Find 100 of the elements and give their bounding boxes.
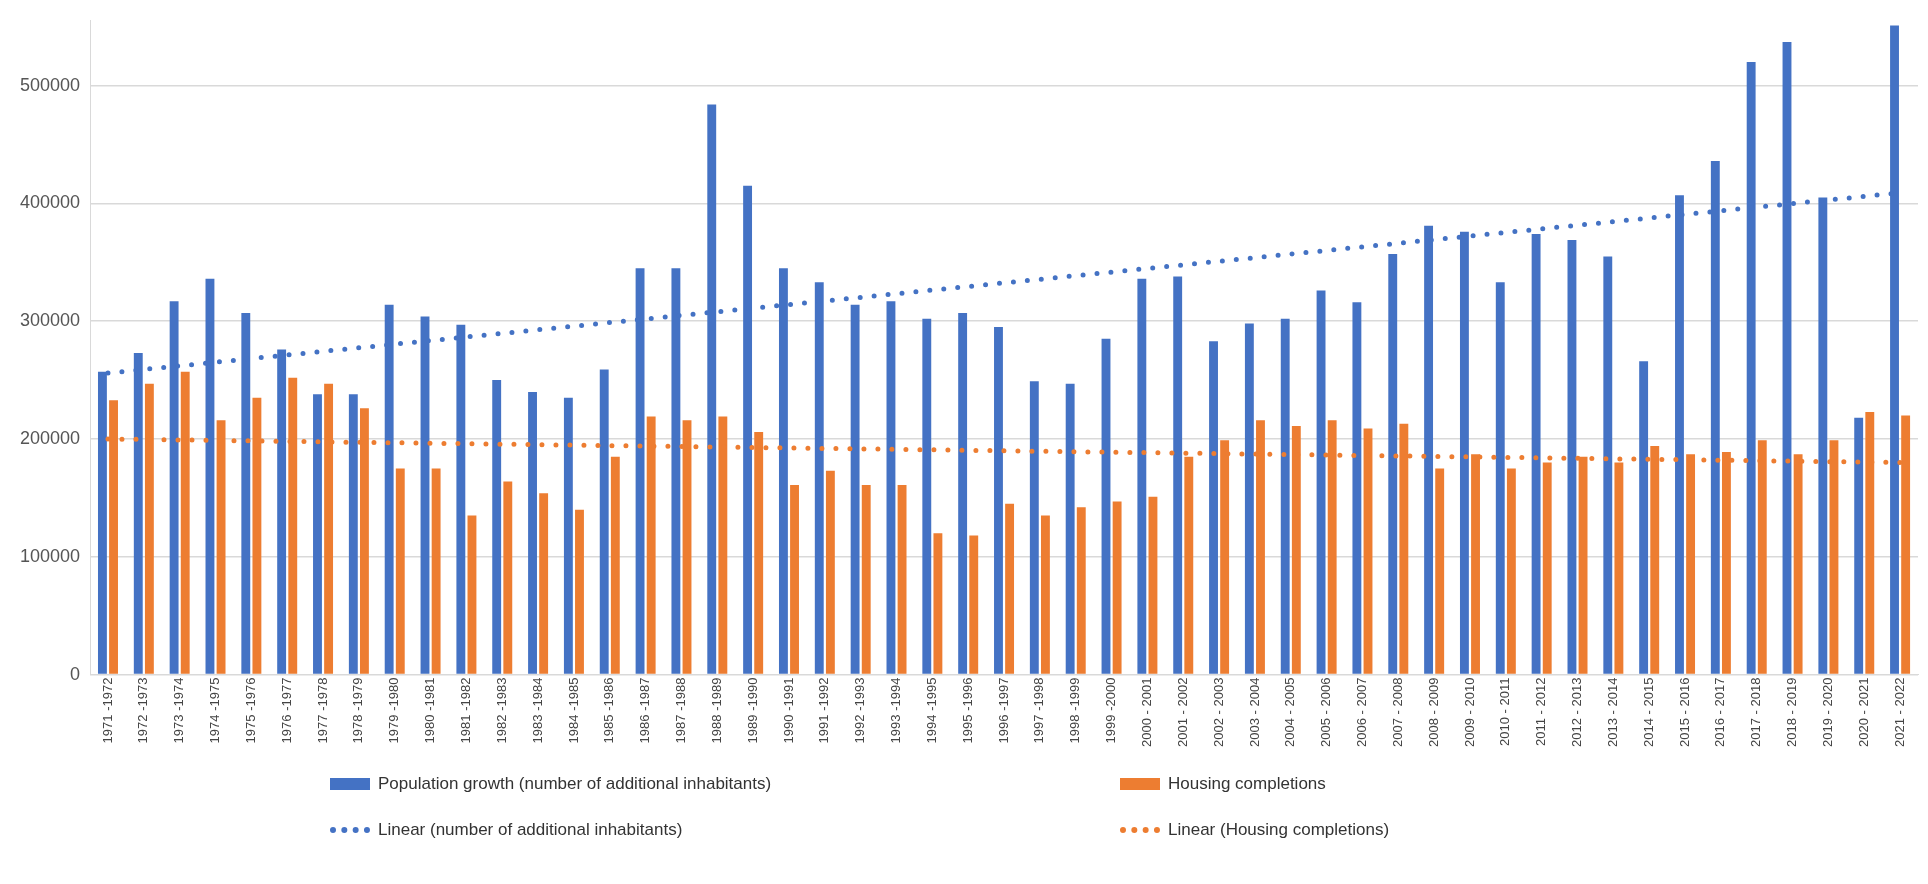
- bar: [1112, 501, 1122, 674]
- x-tick-label: 1983 -1984: [529, 677, 545, 744]
- x-tick-label: 2000 - 2001: [1138, 677, 1154, 748]
- bar: [1209, 341, 1218, 674]
- bar: [825, 470, 835, 674]
- x-tick-label: 1975 -1976: [242, 677, 258, 744]
- bar: [897, 484, 907, 674]
- x-tick-label: 1971 -1972: [99, 677, 115, 744]
- bar: [313, 394, 322, 674]
- x-tick-label: 2009 - 2010: [1461, 677, 1477, 748]
- x-tick-label: 2007 - 2008: [1389, 677, 1405, 748]
- x-tick-label: 1986 -1987: [637, 677, 653, 744]
- bar: [431, 468, 441, 674]
- bar: [1065, 383, 1075, 674]
- bar: [790, 484, 799, 674]
- bar: [922, 318, 932, 674]
- bar: [1542, 462, 1552, 674]
- bar: [1567, 239, 1577, 674]
- bar: [1506, 468, 1516, 674]
- x-tick-label: 1977 -1978: [314, 677, 330, 744]
- x-tick-label: 2018 - 2019: [1784, 677, 1800, 748]
- y-tick-label: 0: [70, 663, 81, 684]
- bar: [492, 380, 502, 674]
- bar: [1076, 507, 1086, 674]
- bar: [958, 312, 968, 674]
- bar: [503, 481, 513, 674]
- x-tick-label: 1995 -1996: [959, 677, 975, 744]
- bar: [1280, 318, 1290, 674]
- bar: [599, 369, 609, 674]
- y-tick-label: 400000: [19, 192, 81, 213]
- bar: [610, 456, 620, 674]
- bar: [1435, 468, 1445, 674]
- bar: [395, 468, 405, 674]
- bar: [1531, 234, 1541, 674]
- bar: [1173, 276, 1183, 674]
- x-tick-label: 1989 -1990: [744, 677, 760, 744]
- bar: [1316, 290, 1326, 674]
- bar: [539, 493, 549, 674]
- x-tick-label: 1987 -1988: [673, 677, 689, 744]
- bar: [994, 327, 1003, 674]
- legend-label: Linear (Housing completions): [1168, 820, 1390, 840]
- bar: [528, 391, 537, 674]
- x-tick-label: 2017 - 2018: [1748, 677, 1764, 748]
- x-tick-label: 1991 -1992: [816, 677, 832, 744]
- bar: [1029, 381, 1039, 674]
- x-tick-label: 1972 -1973: [135, 677, 151, 744]
- bar: [861, 484, 871, 674]
- bar: [1388, 254, 1398, 674]
- x-tick-label: 1982 -1983: [493, 677, 509, 744]
- x-tick-label: 2021 - 2022: [1891, 677, 1907, 748]
- x-tick-label: 1979 -1980: [386, 677, 402, 744]
- x-tick-label: 2005 - 2006: [1318, 677, 1334, 748]
- x-tick-label: 2011 - 2012: [1533, 677, 1549, 747]
- x-tick-label: 2020 - 2021: [1855, 677, 1871, 748]
- x-tick-label: 2019 - 2020: [1819, 677, 1835, 748]
- bar: [1040, 515, 1050, 674]
- x-tick-label: 1988 -1989: [708, 677, 724, 744]
- x-tick-label: 1999 -2000: [1103, 677, 1119, 744]
- bar: [933, 533, 943, 674]
- bar: [1244, 323, 1254, 674]
- x-tick-label: 2015 - 2016: [1676, 677, 1692, 748]
- bar: [1137, 278, 1147, 674]
- y-tick-label: 300000: [19, 310, 81, 331]
- bar: [575, 509, 584, 674]
- x-tick-label: 1981 -1982: [457, 677, 473, 744]
- bar: [563, 397, 573, 674]
- bar: [1854, 417, 1864, 674]
- bar: [467, 515, 477, 674]
- x-tick-label: 2004 - 2005: [1282, 677, 1298, 748]
- bar: [1639, 361, 1649, 674]
- x-tick-label: 1993 -1994: [888, 677, 904, 744]
- x-tick-label: 1978 -1979: [350, 677, 366, 744]
- legend-label: Housing completions: [1168, 774, 1326, 794]
- x-tick-label: 1984 -1985: [565, 677, 581, 744]
- x-tick-label: 1990 -1991: [780, 677, 796, 744]
- bar: [969, 535, 979, 674]
- y-tick-label: 200000: [19, 427, 81, 448]
- x-tick-label: 1976 -1977: [278, 677, 294, 744]
- legend-label: Population growth (number of additional inhabitants): [378, 774, 772, 794]
- bar: [1352, 302, 1362, 674]
- x-tick-label: 2006 - 2007: [1354, 677, 1370, 748]
- x-tick-label: 1998 -1999: [1067, 677, 1083, 744]
- x-tick-label: 1992 -1993: [852, 677, 868, 744]
- bar: [1005, 503, 1015, 674]
- x-tick-label: 2003 - 2004: [1246, 677, 1262, 748]
- x-tick-label: 2012 - 2013: [1569, 677, 1585, 748]
- bar: [850, 304, 860, 674]
- bar: [1603, 256, 1613, 674]
- x-tick-label: 1985 -1986: [601, 677, 617, 744]
- x-tick-label: 2010 - 2011: [1497, 677, 1513, 747]
- x-tick-label: 2016 - 2017: [1712, 677, 1728, 748]
- x-tick-label: 2008 - 2009: [1425, 677, 1441, 748]
- x-tick-label: 1997 -1998: [1031, 677, 1047, 744]
- x-tick-label: 1994 -1995: [923, 677, 939, 744]
- x-tick-label: 1996 -1997: [995, 677, 1011, 744]
- y-tick-label: 100000: [19, 545, 81, 566]
- x-tick-label: 1980 -1981: [422, 677, 438, 744]
- x-tick-label: 2014 - 2015: [1640, 677, 1656, 748]
- y-tick-label: 500000: [19, 74, 81, 95]
- x-tick-label: 2001 - 2002: [1174, 677, 1190, 748]
